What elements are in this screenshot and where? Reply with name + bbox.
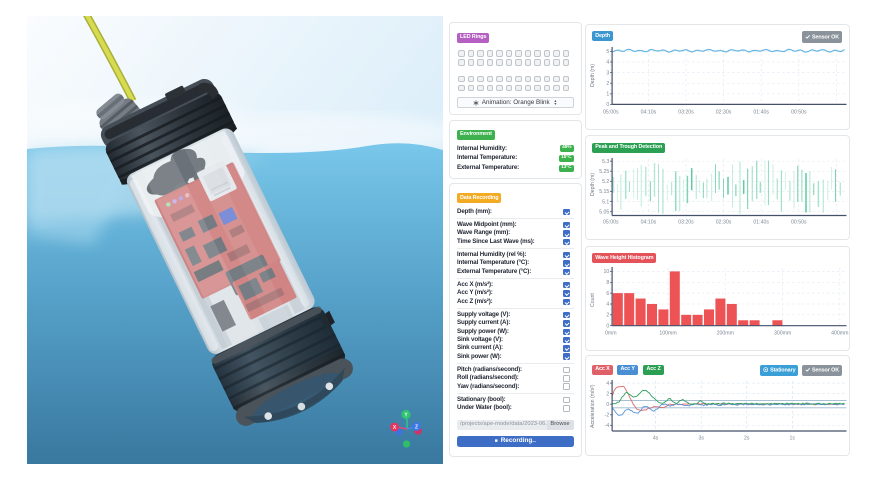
svg-text:100mm: 100mm	[659, 330, 676, 336]
svg-text:5.05: 5.05	[599, 209, 609, 215]
svg-text:02:30s: 02:30s	[715, 110, 731, 116]
svg-text:5.25: 5.25	[599, 169, 609, 175]
svg-text:8: 8	[606, 280, 609, 286]
svg-text:0mm: 0mm	[605, 330, 617, 336]
svg-text:04:10s: 04:10s	[640, 220, 656, 226]
svg-text:4: 4	[606, 301, 609, 307]
svg-text:300mm: 300mm	[774, 330, 791, 336]
svg-text:2: 2	[606, 392, 609, 398]
svg-text:400mm: 400mm	[831, 330, 848, 336]
svg-text:0: 0	[606, 402, 609, 408]
svg-text:04:10s: 04:10s	[640, 110, 656, 116]
svg-text:2: 2	[606, 81, 609, 87]
svg-text:4: 4	[606, 60, 609, 66]
svg-text:Acceleration (m/s²): Acceleration (m/s²)	[590, 385, 596, 429]
svg-text:200mm: 200mm	[716, 330, 733, 336]
svg-text:10: 10	[603, 269, 609, 275]
svg-text:1: 1	[606, 92, 609, 98]
svg-text:6: 6	[606, 290, 609, 296]
svg-text:0: 0	[606, 323, 609, 329]
svg-text:01:40s: 01:40s	[753, 220, 769, 226]
svg-text:Depth (m): Depth (m)	[590, 173, 596, 196]
svg-text:00:50s: 00:50s	[791, 220, 807, 226]
svg-text:2: 2	[606, 312, 609, 318]
svg-text:05:00s: 05:00s	[603, 220, 619, 226]
svg-text:4s: 4s	[653, 436, 659, 442]
svg-text:5.15: 5.15	[599, 189, 609, 195]
svg-text:00:50s: 00:50s	[791, 110, 807, 116]
svg-text:03:20s: 03:20s	[678, 110, 694, 116]
svg-text:-2: -2	[604, 413, 609, 419]
svg-text:5.3: 5.3	[602, 159, 609, 165]
svg-text:3: 3	[606, 71, 609, 77]
svg-text:Depth (m): Depth (m)	[590, 64, 596, 87]
svg-text:5.1: 5.1	[602, 199, 609, 205]
svg-text:01:40s: 01:40s	[753, 110, 769, 116]
svg-text:3s: 3s	[698, 436, 704, 442]
svg-text:-4: -4	[604, 423, 609, 429]
svg-text:03:20s: 03:20s	[678, 220, 694, 226]
svg-text:5: 5	[606, 49, 609, 55]
svg-text:X: X	[393, 425, 397, 431]
svg-text:1s: 1s	[789, 436, 795, 442]
svg-text:2s: 2s	[744, 436, 750, 442]
svg-text:Y: Y	[404, 412, 408, 418]
svg-text:02:30s: 02:30s	[715, 220, 731, 226]
svg-text:0: 0	[606, 102, 609, 108]
svg-text:05:00s: 05:00s	[603, 110, 619, 116]
svg-text:5.2: 5.2	[602, 179, 609, 185]
svg-text:Z: Z	[415, 424, 418, 430]
svg-text:Count: Count	[590, 292, 596, 306]
svg-text:4: 4	[606, 381, 609, 387]
